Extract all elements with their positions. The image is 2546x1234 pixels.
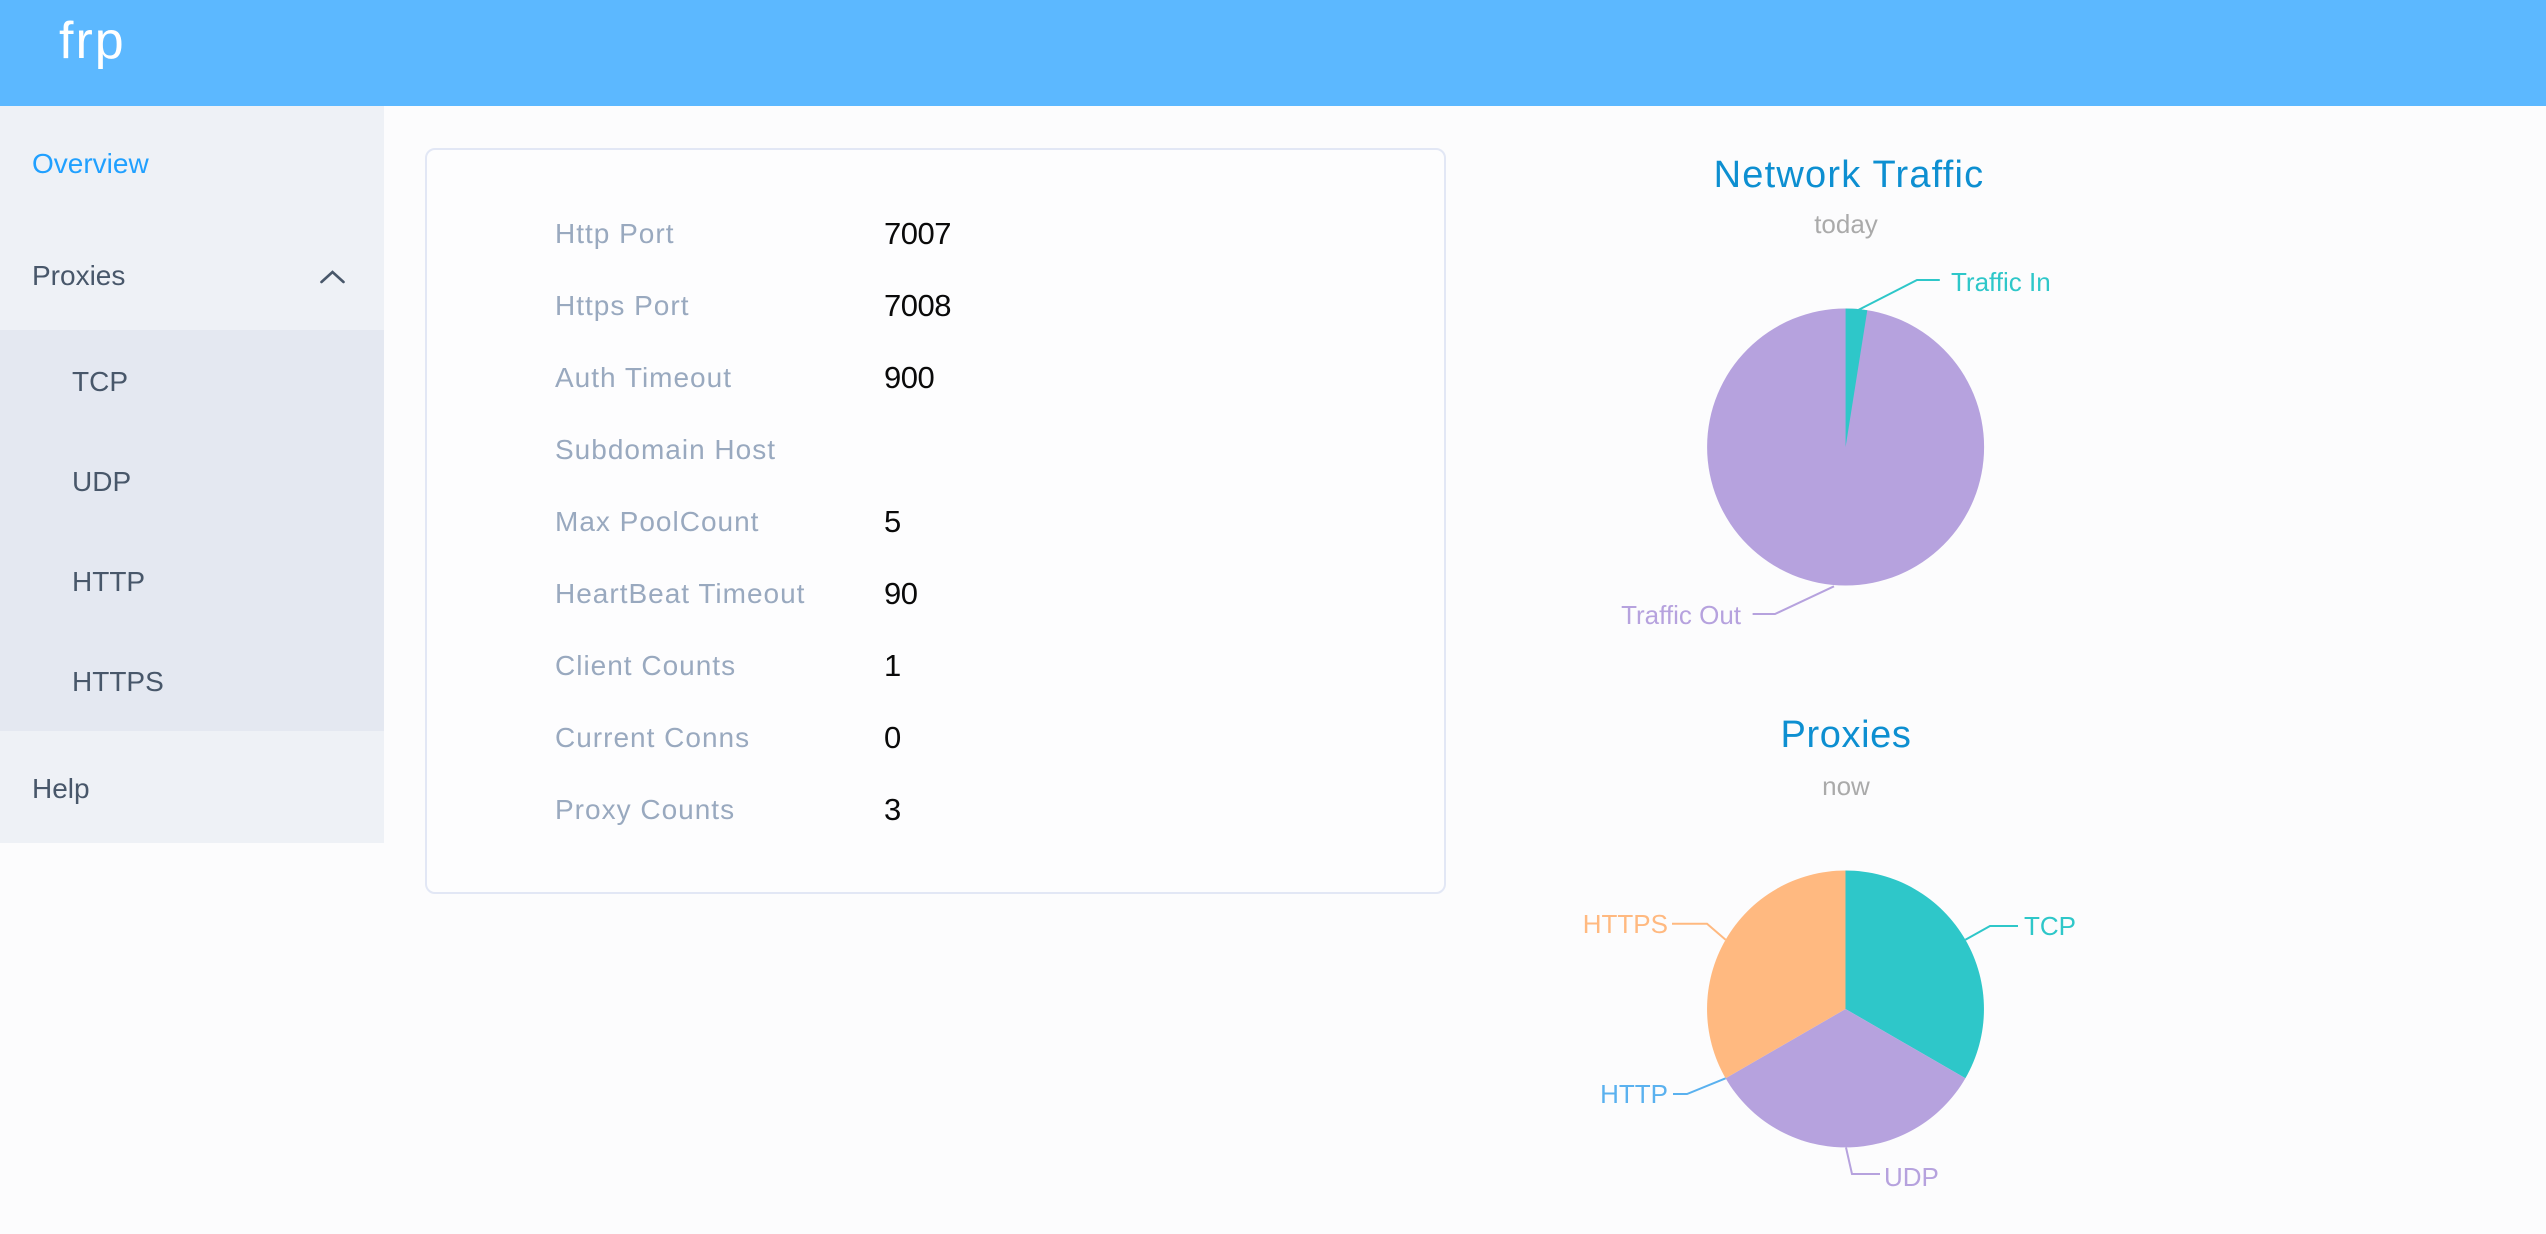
svg-text:Traffic Out: Traffic Out [1621,600,1742,630]
svg-text:HTTP: HTTP [1600,1079,1668,1109]
svg-text:Network Traffic: Network Traffic [1714,154,1985,196]
svg-text:today: today [1814,209,1878,239]
svg-text:Traffic In: Traffic In [1951,267,2051,297]
svg-text:UDP: UDP [1884,1162,1939,1192]
svg-text:TCP: TCP [2024,911,2076,941]
svg-text:Proxies: Proxies [1781,714,1912,756]
svg-text:HTTPS: HTTPS [1583,909,1668,939]
svg-text:now: now [1822,771,1870,801]
